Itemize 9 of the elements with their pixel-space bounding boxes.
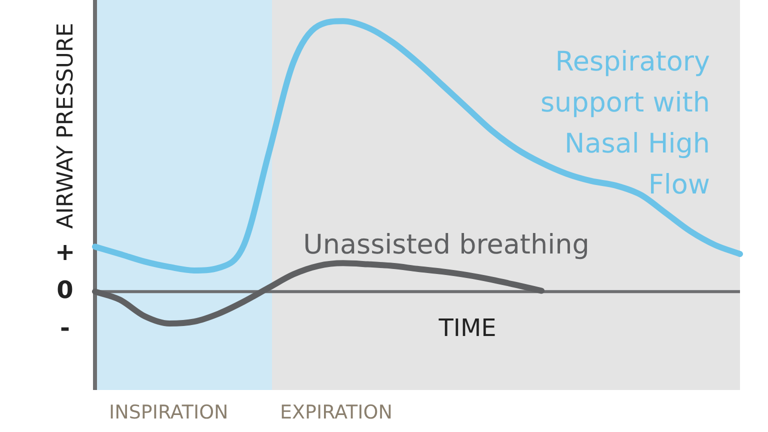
x-axis-title: TIME: [438, 314, 496, 342]
series-label: Unassisted breathing: [303, 230, 590, 261]
text: +: [54, 238, 76, 266]
text: -: [60, 314, 70, 342]
text: EXPIRATION: [280, 401, 392, 424]
y-axis-title: AIRWAY PRESSURE: [54, 22, 79, 229]
text: 0: [56, 276, 74, 304]
text: INSPIRATION: [109, 401, 228, 424]
series-label: Respiratory support with Nasal High Flow: [540, 46, 710, 201]
